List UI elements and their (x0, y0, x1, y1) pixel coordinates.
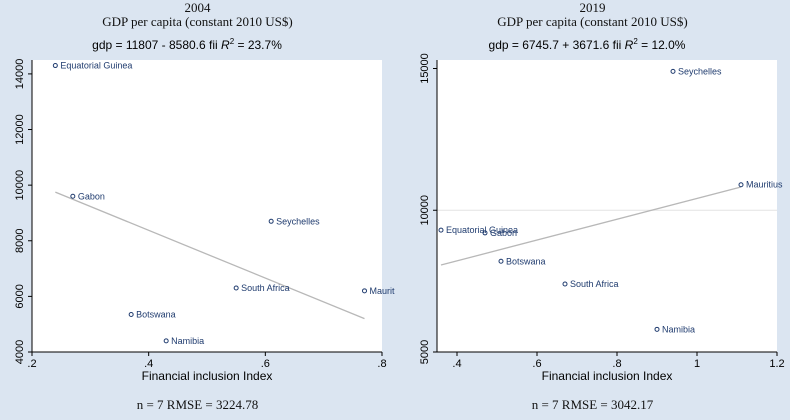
point-label: Mauriti (370, 286, 396, 296)
x-tick-label: .6 (261, 358, 270, 370)
point-label: South Africa (570, 279, 619, 289)
fit-equation: gdp = 6745.7 + 3671.6 fii R2 = 12.0% (489, 37, 686, 52)
x-tick-label: .6 (532, 358, 541, 370)
y-tick-label: 8000 (14, 229, 26, 253)
panel-heading: GDP per capita (constant 2010 US$) (102, 14, 293, 29)
data-point (670, 68, 676, 74)
point-label: South Africa (241, 283, 290, 293)
x-tick-label: 1 (694, 358, 700, 370)
scatter-plot-2004: gdp = 11807 - 8580.6 fii R2 = 23.7% 4000 6… (14, 37, 396, 383)
y-tick-label: 10000 (14, 170, 26, 201)
plot-area (437, 60, 777, 352)
point-label: Gabon (490, 228, 517, 238)
x-tick-label: 1.2 (769, 358, 784, 370)
data-point (738, 182, 744, 188)
y-tick-label: 14000 (14, 59, 26, 90)
x-tick-label: .4 (144, 358, 153, 370)
data-point (362, 288, 367, 294)
fit-line (55, 191, 365, 320)
point-label: Equatorial Guinea (60, 61, 132, 71)
point-label: Namibia (171, 336, 204, 346)
panel-2004: 2004 GDP per capita (constant 2010 US$) … (14, 0, 396, 412)
fit-statistics: n = 7 RMSE = 3224.78 (136, 397, 259, 412)
fit-line (440, 186, 742, 266)
plot-area (32, 60, 382, 352)
panel-year: 2019 (579, 0, 606, 15)
data-point (233, 285, 239, 291)
scatter-plot-2019: gdp = 6745.7 + 3671.6 fii R2 = 12.0% 5000… (419, 37, 785, 383)
x-axis-title: Financial inclusion Index (142, 369, 273, 383)
y-tick-label: 5000 (419, 340, 431, 364)
point-label: Gabon (78, 191, 105, 201)
point-label: Namibia (662, 324, 695, 334)
y-tick-label: 12000 (14, 114, 26, 145)
panel-2019: 2019 GDP per capita (constant 2010 US$) … (395, 0, 790, 420)
point-label: Seychelles (678, 66, 722, 76)
point-label: Equatorial Guinea (446, 225, 518, 235)
data-point (128, 311, 134, 317)
panel-year: 2004 (184, 0, 211, 15)
point-label: Botswana (506, 256, 546, 266)
x-tick-label: .8 (377, 358, 386, 370)
x-tick-label: .4 (452, 358, 461, 370)
data-point (268, 218, 274, 224)
y-tick-label: 6000 (14, 284, 26, 308)
panel-heading: GDP per capita (constant 2010 US$) (497, 14, 688, 29)
y-tick-label: 4000 (14, 340, 26, 364)
x-tick-label: .2 (27, 358, 36, 370)
point-label: Seychelles (276, 216, 320, 226)
point-label: Mauritius (746, 180, 783, 190)
y-tick-label: 15000 (419, 53, 431, 84)
data-point (52, 63, 58, 69)
data-point (654, 326, 660, 332)
fit-equation: gdp = 11807 - 8580.6 fii R2 = 23.7% (92, 37, 282, 52)
x-tick-label: .8 (612, 358, 621, 370)
data-point (438, 227, 444, 233)
data-point (562, 281, 568, 287)
point-label: Botswana (136, 309, 176, 319)
y-tick-label: 10000 (419, 195, 431, 226)
x-axis-title: Financial inclusion Index (542, 369, 673, 383)
fit-statistics: n = 7 RMSE = 3042.17 (531, 397, 654, 412)
data-point (498, 258, 504, 264)
data-point (70, 193, 76, 199)
data-point (163, 338, 169, 344)
data-point (482, 230, 488, 236)
